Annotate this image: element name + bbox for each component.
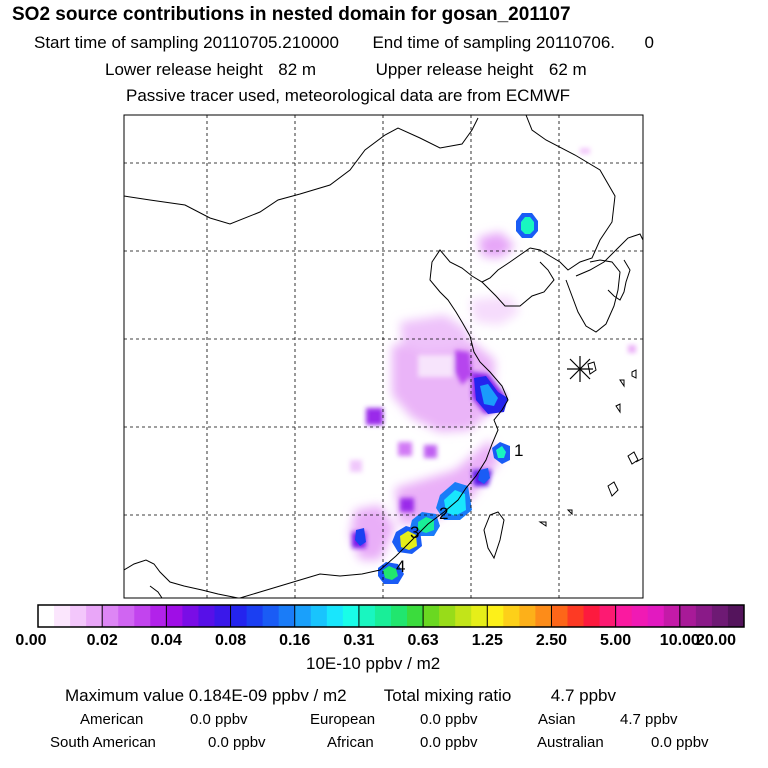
region-american-value: 0.0 ppbv bbox=[190, 711, 248, 728]
asterisk-icon bbox=[567, 356, 593, 382]
region-south-american-value: 0.0 ppbv bbox=[208, 734, 266, 751]
region-american-name: American bbox=[80, 711, 144, 728]
colorbar-tick-label: 20.00 bbox=[695, 632, 737, 649]
region-african-name: African bbox=[327, 734, 374, 751]
colorbar-tick-label: 0.31 bbox=[343, 632, 375, 649]
region-asian-name: Asian bbox=[538, 711, 576, 728]
colorbar-cell bbox=[535, 605, 552, 627]
region-australian-value: 0.0 ppbv bbox=[651, 734, 709, 751]
colorbar-cell bbox=[487, 605, 504, 627]
colorbar-cell bbox=[198, 605, 215, 627]
region-australian-name: Australian bbox=[537, 734, 604, 751]
colorbar-cell bbox=[230, 605, 248, 627]
colorbar-cell bbox=[326, 605, 344, 627]
colorbar-tick-label: 0.16 bbox=[279, 632, 311, 649]
colorbar-cell bbox=[615, 605, 633, 627]
colorbar-cell bbox=[455, 605, 472, 627]
colorbar-tick-label: 2.50 bbox=[535, 632, 568, 649]
release-heights: Lower release height 82 m Upper release … bbox=[105, 60, 587, 80]
colorbar-cell bbox=[118, 605, 135, 627]
colorbar-cell bbox=[70, 605, 87, 627]
colorbar-cell bbox=[727, 605, 745, 627]
end-value: 20110706. bbox=[535, 33, 616, 52]
region-asian-value: 4.7 ppbv bbox=[620, 711, 678, 728]
colorbar-tick-label: 0.04 bbox=[150, 632, 182, 649]
colorbar-cell bbox=[439, 605, 456, 627]
colorbar-tick-label: 0.63 bbox=[407, 632, 439, 649]
colorbar-cell bbox=[214, 605, 232, 627]
colorbar-cell bbox=[374, 605, 392, 627]
colorbar-tick-label: 10.00 bbox=[659, 632, 700, 649]
colorbar-cell bbox=[38, 605, 55, 627]
source-label-3: 3 bbox=[410, 523, 419, 542]
summary-line: Maximum value 0.184E-09 ppbv / m2 Total … bbox=[65, 686, 616, 706]
colorbar-frame bbox=[37, 604, 745, 628]
region-european-name: European bbox=[310, 711, 376, 728]
region-european-value: 0.0 ppbv bbox=[420, 711, 478, 728]
source-label-1: 1 bbox=[514, 441, 523, 460]
colorbar-cell bbox=[358, 605, 376, 627]
colorbar-tick-label: 0.02 bbox=[86, 632, 118, 649]
map-frame bbox=[123, 114, 644, 599]
region-african-value: 0.0 ppbv bbox=[420, 734, 478, 751]
total-value: 4.7 ppbv bbox=[550, 686, 617, 705]
tracer-note: Passive tracer used, meteorological data… bbox=[126, 86, 571, 105]
colorbar-cell bbox=[54, 605, 71, 627]
lat-lon-grid bbox=[124, 115, 643, 598]
lower-value: 82 m bbox=[278, 60, 317, 79]
colorbar-cell bbox=[583, 605, 601, 627]
colorbar-cell bbox=[599, 605, 617, 627]
end-label: End time of sampling bbox=[372, 33, 532, 52]
colorbar-tick-label: 0.08 bbox=[214, 632, 247, 649]
plot-title: SO2 source contributions in nested domai… bbox=[12, 4, 571, 25]
colorbar-cell bbox=[631, 605, 649, 627]
colorbar-cell bbox=[503, 605, 520, 627]
colorbar-cell bbox=[567, 605, 585, 627]
max-value: 0.184E-09 ppbv / m2 bbox=[188, 686, 347, 705]
colorbar-cell bbox=[711, 605, 729, 627]
colorbar-cell bbox=[278, 605, 296, 627]
upper-value: 62 m bbox=[548, 60, 587, 79]
colorbar-cell bbox=[342, 605, 360, 627]
colorbar-cell bbox=[86, 605, 103, 627]
sampling-times: Start time of sampling 20110705.210000 E… bbox=[34, 33, 654, 53]
colorbar-units: 10E-10 ppbv / m2 bbox=[306, 654, 441, 673]
colorbar-cell bbox=[407, 605, 424, 627]
source-label-2: 2 bbox=[439, 504, 448, 523]
colorbar-cell bbox=[310, 605, 328, 627]
colorbar-cell bbox=[519, 605, 536, 627]
colorbar-tick-label: 5.00 bbox=[600, 632, 632, 649]
colorbar-cell bbox=[182, 605, 199, 627]
colorbar-tick-label: 1.25 bbox=[471, 632, 503, 649]
colorbar-cell bbox=[391, 605, 408, 627]
start-label: Start time of sampling bbox=[34, 33, 199, 52]
colorbar-cell bbox=[150, 605, 167, 627]
colorbar-cell bbox=[471, 605, 488, 627]
colorbar-cell bbox=[294, 605, 312, 627]
colorbar-cell bbox=[647, 605, 665, 627]
colorbar-cell bbox=[695, 605, 713, 627]
region-south-american-name: South American bbox=[50, 734, 156, 751]
colorbar-cell bbox=[246, 605, 264, 627]
max-label: Maximum value bbox=[65, 686, 185, 705]
colorbar-cell bbox=[551, 605, 568, 627]
colorbar-cell bbox=[102, 605, 119, 627]
upper-label: Upper release height bbox=[375, 60, 534, 79]
colorbar-tick-label: 0.00 bbox=[15, 632, 47, 649]
end-suffix: 0 bbox=[644, 33, 654, 52]
total-label: Total mixing ratio bbox=[383, 686, 512, 705]
lower-label: Lower release height bbox=[105, 60, 263, 79]
plume-hotspots bbox=[355, 213, 538, 584]
colorbar-cell bbox=[262, 605, 280, 627]
start-value: 20110705.210000 bbox=[203, 33, 339, 52]
colorbar-cell bbox=[423, 605, 440, 627]
colorbar-cell bbox=[679, 605, 697, 627]
colorbar-cell bbox=[663, 605, 681, 627]
colorbar-cell bbox=[134, 605, 151, 627]
coastlines bbox=[124, 115, 643, 598]
colorbar-cell bbox=[166, 605, 183, 627]
source-label-4: 4 bbox=[396, 557, 405, 576]
